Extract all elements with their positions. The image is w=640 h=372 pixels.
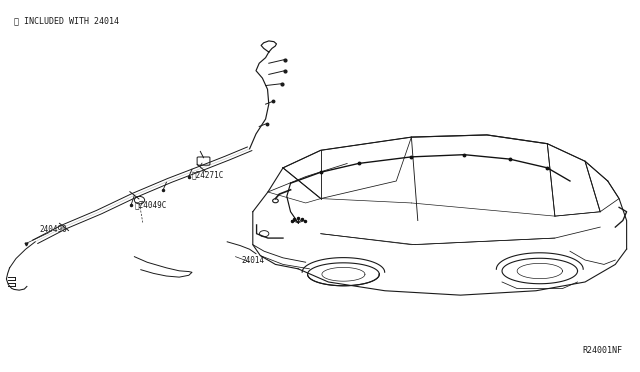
FancyBboxPatch shape	[197, 157, 210, 165]
Ellipse shape	[134, 196, 145, 204]
Text: ※ INCLUDED WITH 24014: ※ INCLUDED WITH 24014	[14, 17, 119, 26]
Text: ※24271C: ※24271C	[192, 170, 225, 179]
Text: R24001NF: R24001NF	[582, 346, 622, 355]
Text: 240490: 240490	[40, 225, 67, 234]
Text: ※24049C: ※24049C	[134, 201, 167, 210]
Text: 24014: 24014	[242, 256, 265, 265]
